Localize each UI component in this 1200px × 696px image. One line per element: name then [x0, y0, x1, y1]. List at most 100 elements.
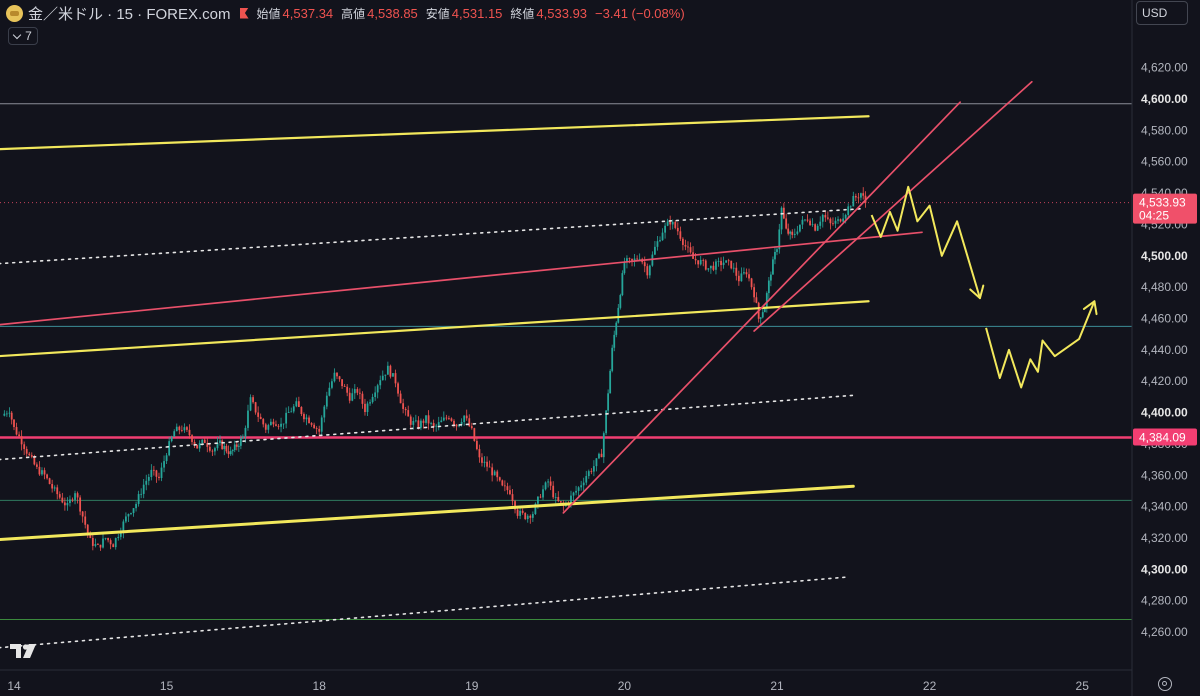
- candle-body: [206, 442, 209, 447]
- candle-body: [315, 428, 318, 429]
- price-tag-value: 4,533.93: [1139, 196, 1186, 210]
- candle-body: [219, 440, 221, 443]
- currency-selector[interactable]: USD: [1136, 1, 1188, 25]
- candle-body: [43, 470, 46, 475]
- candle-body: [463, 415, 466, 423]
- candle-body: [826, 217, 829, 219]
- candle-body: [689, 247, 692, 253]
- candle-body: [570, 495, 572, 504]
- candle-body: [119, 532, 122, 537]
- candle-body: [643, 262, 646, 267]
- candle-body: [759, 317, 762, 319]
- candle-body: [272, 421, 275, 425]
- candle-body: [611, 347, 614, 371]
- candle-body: [572, 492, 575, 496]
- plot-area: [0, 80, 1132, 649]
- candle-body: [69, 499, 71, 503]
- candle-body: [323, 406, 326, 418]
- candle-body: [325, 395, 328, 407]
- candle-body: [409, 416, 412, 425]
- candle-body: [755, 297, 758, 303]
- price-axis-background: [1132, 0, 1200, 696]
- candle-body: [237, 445, 240, 447]
- candle-body: [638, 258, 641, 260]
- candle-body: [440, 420, 443, 423]
- candle-body: [147, 476, 150, 481]
- red-trend-steep: [562, 101, 961, 514]
- currency-label: USD: [1142, 6, 1168, 20]
- candle-body: [511, 494, 514, 502]
- candle-body: [140, 493, 143, 495]
- candle-body: [669, 221, 672, 225]
- candle-body: [503, 485, 506, 487]
- candle-body: [46, 474, 48, 479]
- candle-body: [806, 219, 809, 221]
- candle-body: [63, 502, 66, 506]
- candle-body: [23, 444, 26, 449]
- candle-body: [233, 444, 236, 451]
- candle-body: [145, 480, 148, 485]
- candle-body: [127, 514, 130, 517]
- candle-body: [623, 262, 626, 274]
- candle-body: [715, 261, 717, 270]
- candle-body: [537, 496, 539, 504]
- candle-body: [223, 445, 226, 450]
- candle-body: [379, 380, 382, 386]
- candle-body: [150, 469, 153, 477]
- price-tick-label: 4,360.00: [1141, 468, 1188, 482]
- candle-body: [727, 260, 730, 262]
- candle-body: [852, 195, 855, 207]
- candle-body: [33, 456, 36, 465]
- candle-body: [646, 266, 649, 276]
- candle-body: [769, 274, 772, 281]
- candle-body: [681, 238, 684, 245]
- candle-body: [404, 408, 407, 411]
- time-tick-label: 15: [160, 679, 174, 693]
- candle-body: [235, 444, 238, 447]
- candle-body: [269, 421, 272, 426]
- candle-body: [201, 439, 204, 444]
- indicator-toggle-button[interactable]: 7: [8, 27, 38, 45]
- candle-body: [313, 424, 316, 429]
- candle-body: [399, 393, 402, 404]
- candle-body: [341, 379, 343, 387]
- candle-body: [580, 485, 583, 488]
- candle-body: [519, 510, 522, 516]
- candle-body: [811, 224, 814, 226]
- candle-body: [364, 403, 366, 413]
- candle-body: [76, 493, 79, 498]
- candle-body: [628, 258, 631, 260]
- price-tick-label: 4,420.00: [1141, 374, 1188, 388]
- candle-body: [824, 214, 827, 218]
- candle-body: [659, 240, 661, 242]
- gear-icon[interactable]: [1158, 677, 1172, 691]
- symbol-title[interactable]: 金／米ドル · 15 · FOREX.com: [28, 5, 231, 23]
- candle-body: [470, 426, 473, 429]
- candle-body: [615, 322, 618, 335]
- candle-body: [104, 538, 107, 539]
- time-tick-label: 22: [923, 679, 937, 693]
- candle-body: [125, 516, 127, 522]
- candle-body: [834, 220, 837, 224]
- candle-body: [524, 512, 527, 519]
- candle-body: [704, 260, 707, 270]
- candle-body: [844, 214, 847, 219]
- candle-body: [198, 443, 201, 449]
- candle-body: [163, 461, 165, 468]
- candle-body: [376, 385, 379, 393]
- candle-body: [699, 259, 702, 265]
- change-value: −3.41 (−0.08%): [595, 5, 685, 21]
- candle-body: [435, 425, 438, 427]
- candle-body: [483, 461, 486, 463]
- candle-body: [648, 265, 651, 276]
- candle-body: [371, 396, 374, 403]
- candle-body: [191, 435, 193, 442]
- tradingview-logo-icon[interactable]: [10, 641, 40, 661]
- candle-body: [832, 223, 834, 225]
- candle-body: [725, 260, 728, 263]
- candle-body: [384, 374, 387, 376]
- candle-body: [117, 536, 120, 539]
- candle-body: [814, 224, 817, 231]
